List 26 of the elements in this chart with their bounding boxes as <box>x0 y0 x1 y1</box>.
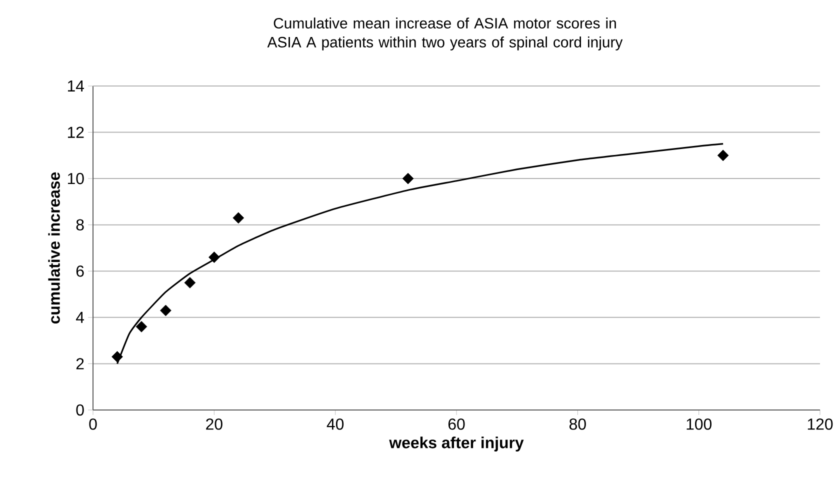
y-tick-label: 14 <box>68 80 84 92</box>
y-tick-label: 4 <box>76 312 84 323</box>
chart-title: Cumulative mean increase of ASIA motor scores in ASIA A patients within two years of spinal cord injury <box>267 18 623 50</box>
point <box>112 351 123 362</box>
y-tick-label: 0 <box>76 404 84 416</box>
point <box>136 320 148 332</box>
point <box>208 252 220 263</box>
point <box>184 277 196 288</box>
x-tick-label: 20 <box>206 418 222 430</box>
y-axis-title: cumulative increase <box>48 172 60 324</box>
x-tick-label: 60 <box>448 418 465 430</box>
y-tick-label: 6 <box>76 265 84 277</box>
x-tick-label: 80 <box>570 418 586 430</box>
x-tick-label: 120 <box>808 418 833 430</box>
y-tick-label: 2 <box>76 358 84 370</box>
y-tick-label: 8 <box>76 219 84 230</box>
point <box>402 172 414 184</box>
point <box>717 150 729 162</box>
x-tick-label: 40 <box>326 418 344 430</box>
x-axis-title: weeks after injury <box>389 436 524 452</box>
point <box>160 304 172 316</box>
x-tick-label: 0 <box>89 418 97 430</box>
y-tick-label: 10 <box>68 172 84 184</box>
y-tick-label: 12 <box>68 126 84 138</box>
x-tick-label: 100 <box>686 418 712 430</box>
point <box>232 212 244 224</box>
